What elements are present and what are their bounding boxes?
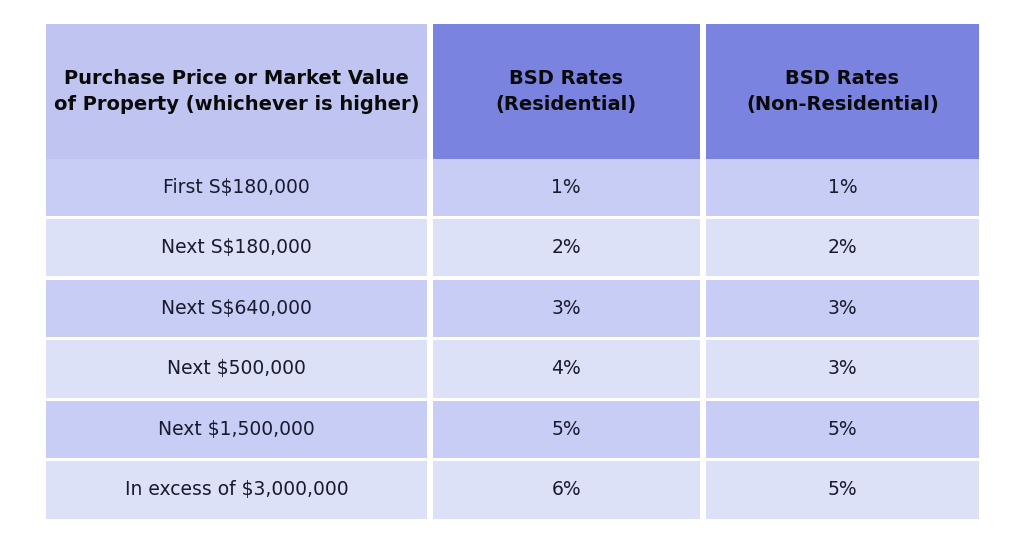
Bar	[46, 340, 427, 398]
Bar	[706, 461, 979, 519]
Text: 5%: 5%	[827, 480, 857, 499]
Text: Purchase Price or Market Value
of Property (whichever is higher): Purchase Price or Market Value of Proper…	[53, 69, 419, 114]
Bar	[706, 159, 979, 216]
Bar	[433, 280, 699, 337]
Text: 1%: 1%	[827, 178, 857, 197]
Bar	[433, 461, 699, 519]
Text: 5%: 5%	[827, 420, 857, 439]
Text: Next S$640,000: Next S$640,000	[161, 299, 311, 318]
Text: Next $1,500,000: Next $1,500,000	[158, 420, 314, 439]
Bar	[46, 401, 427, 458]
Text: 3%: 3%	[551, 299, 581, 318]
Bar	[706, 340, 979, 398]
Text: 1%: 1%	[551, 178, 581, 197]
Text: 3%: 3%	[827, 359, 857, 378]
Bar	[706, 24, 979, 159]
Text: 2%: 2%	[827, 238, 857, 257]
Bar	[433, 401, 699, 458]
Text: 2%: 2%	[551, 238, 581, 257]
Bar	[706, 280, 979, 337]
Text: BSD Rates
(Non-Residential): BSD Rates (Non-Residential)	[745, 69, 939, 114]
Bar	[433, 219, 699, 277]
Text: In excess of $3,000,000: In excess of $3,000,000	[125, 480, 348, 499]
Bar	[433, 24, 699, 159]
Text: 6%: 6%	[551, 480, 581, 499]
Bar	[706, 219, 979, 277]
Text: 3%: 3%	[827, 299, 857, 318]
Bar	[46, 159, 427, 216]
Bar	[46, 24, 427, 159]
Bar	[46, 461, 427, 519]
Bar	[433, 159, 699, 216]
Bar	[46, 219, 427, 277]
Text: First S$180,000: First S$180,000	[163, 178, 309, 197]
Bar	[46, 280, 427, 337]
Text: Next $500,000: Next $500,000	[167, 359, 306, 378]
Bar	[706, 401, 979, 458]
Text: BSD Rates
(Residential): BSD Rates (Residential)	[496, 69, 637, 114]
Text: 5%: 5%	[551, 420, 581, 439]
Bar	[433, 340, 699, 398]
Text: Next S$180,000: Next S$180,000	[161, 238, 311, 257]
Text: 4%: 4%	[551, 359, 581, 378]
